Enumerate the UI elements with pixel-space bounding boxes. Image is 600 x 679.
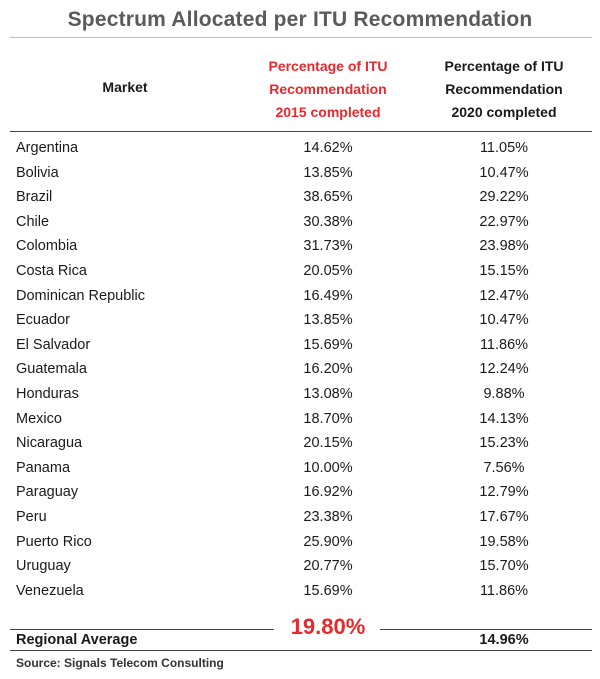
- value-2020-cell: 15.15%: [479, 262, 529, 279]
- average-divider-left: [10, 629, 274, 630]
- header-2015: Percentage of ITU Recommendation 2015 co…: [240, 55, 416, 124]
- average-2020-value: 14.96%: [479, 632, 529, 648]
- market-cell: Chile: [16, 213, 50, 230]
- table-row: Dominican Republic 16.49% 12.47%: [10, 284, 592, 309]
- header-market: Market: [102, 79, 148, 95]
- source-note: Source: Signals Telecom Consulting: [16, 656, 224, 670]
- value-2015-cell: 15.69%: [303, 336, 353, 353]
- value-2020-cell: 11.86%: [479, 582, 529, 599]
- table-row: Puerto Rico 25.90% 19.58%: [10, 530, 592, 555]
- header-divider: [10, 131, 592, 132]
- value-2015-cell: 20.77%: [303, 558, 353, 575]
- market-cell: Guatemala: [16, 361, 87, 378]
- value-2020-cell: 23.98%: [479, 238, 529, 255]
- table-row: Venezuela 15.69% 11.86%: [10, 579, 592, 604]
- market-cell: Mexico: [16, 410, 62, 427]
- value-2015-cell: 13.85%: [303, 164, 353, 181]
- value-2015-cell: 13.08%: [303, 385, 353, 402]
- header-2020-line-2: Recommendation: [445, 81, 563, 97]
- market-cell: Uruguay: [16, 558, 71, 575]
- value-2015-cell: 15.69%: [303, 582, 353, 599]
- table-row: Costa Rica 20.05% 15.15%: [10, 259, 592, 284]
- header-2020: Percentage of ITU Recommendation 2020 co…: [416, 55, 592, 124]
- header-2020-line-3: 2020 completed: [451, 104, 557, 120]
- title-divider: [10, 37, 592, 38]
- market-cell: Nicaragua: [16, 435, 83, 452]
- average-divider-bottom: [10, 650, 592, 651]
- value-2015-cell: 16.20%: [303, 361, 353, 378]
- value-2020-cell: 11.05%: [479, 140, 529, 156]
- header-2020-line-1: Percentage of ITU: [444, 58, 564, 74]
- table-row: Bolivia 13.85% 10.47%: [10, 161, 592, 186]
- value-2020-cell: 9.88%: [483, 385, 525, 402]
- value-2020-cell: 12.79%: [479, 484, 529, 501]
- table-row: Peru 23.38% 17.67%: [10, 505, 592, 530]
- table-row: Ecuador 13.85% 10.47%: [10, 308, 592, 333]
- value-2015-cell: 38.65%: [303, 189, 353, 206]
- value-2015-cell: 14.62%: [303, 140, 353, 156]
- market-cell: Paraguay: [16, 484, 79, 501]
- table-row: Guatemala 16.20% 12.24%: [10, 357, 592, 382]
- market-cell: Peru: [16, 508, 47, 525]
- value-2015-cell: 10.00%: [303, 459, 353, 476]
- value-2020-cell: 12.24%: [479, 361, 529, 378]
- table-row: Panama 10.00% 7.56%: [10, 456, 592, 481]
- average-label: Regional Average: [16, 632, 138, 648]
- market-cell: Puerto Rico: [16, 533, 92, 550]
- value-2020-cell: 15.70%: [479, 558, 529, 575]
- header-2015-line-2: Recommendation: [269, 81, 387, 97]
- table-body: Argentina 14.62% 11.05% Bolivia 13.85% 10.47%…: [10, 136, 592, 603]
- market-cell: Ecuador: [16, 312, 71, 329]
- table-row: Uruguay 20.77% 15.70%: [10, 554, 592, 579]
- table-row: Colombia 31.73% 23.98%: [10, 234, 592, 259]
- average-divider-right: [380, 629, 592, 630]
- table-row: Mexico 18.70% 14.13%: [10, 407, 592, 432]
- value-2015-cell: 20.05%: [303, 262, 353, 279]
- table-row: Chile 30.38% 22.97%: [10, 210, 592, 235]
- average-2015-value: 19.80%: [290, 614, 366, 639]
- header-2015-line-1: Percentage of ITU: [268, 58, 388, 74]
- chart-title: Spectrum Allocated per ITU Recommendatio…: [67, 8, 533, 31]
- value-2020-cell: 15.23%: [479, 435, 529, 452]
- market-cell: Honduras: [16, 385, 79, 402]
- market-cell: Dominican Republic: [16, 287, 145, 304]
- value-2015-cell: 16.92%: [303, 484, 353, 501]
- market-cell: Colombia: [16, 238, 78, 255]
- value-2020-cell: 14.13%: [479, 410, 529, 427]
- value-2015-cell: 23.38%: [303, 508, 353, 525]
- market-cell: Venezuela: [16, 582, 84, 599]
- market-cell: El Salvador: [16, 336, 91, 353]
- value-2015-cell: 16.49%: [303, 287, 353, 304]
- value-2015-cell: 18.70%: [303, 410, 353, 427]
- value-2020-cell: 12.47%: [479, 287, 529, 304]
- value-2015-cell: 30.38%: [303, 213, 353, 230]
- market-cell: Brazil: [16, 189, 53, 206]
- market-cell: Bolivia: [16, 164, 59, 181]
- market-cell: Argentina: [16, 140, 79, 156]
- value-2020-cell: 10.47%: [479, 312, 529, 329]
- table-row: Paraguay 16.92% 12.79%: [10, 480, 592, 505]
- table-row: Nicaragua 20.15% 15.23%: [10, 431, 592, 456]
- value-2020-cell: 7.56%: [483, 459, 525, 476]
- table-row: Brazil 38.65% 29.22%: [10, 185, 592, 210]
- table-row: Honduras 13.08% 9.88%: [10, 382, 592, 407]
- value-2020-cell: 10.47%: [479, 164, 529, 181]
- table-row: Argentina 14.62% 11.05%: [10, 136, 592, 161]
- value-2015-cell: 13.85%: [303, 312, 353, 329]
- value-2015-cell: 31.73%: [303, 238, 353, 255]
- value-2020-cell: 17.67%: [479, 508, 529, 525]
- table-row: El Salvador 15.69% 11.86%: [10, 333, 592, 358]
- value-2020-cell: 29.22%: [479, 189, 529, 206]
- value-2020-cell: 19.58%: [479, 533, 529, 550]
- value-2015-cell: 20.15%: [303, 435, 353, 452]
- header-2015-line-3: 2015 completed: [275, 104, 381, 120]
- value-2015-cell: 25.90%: [303, 533, 353, 550]
- value-2020-cell: 22.97%: [479, 213, 529, 230]
- market-cell: Panama: [16, 459, 71, 476]
- market-cell: Costa Rica: [16, 262, 87, 279]
- value-2020-cell: 11.86%: [479, 336, 529, 353]
